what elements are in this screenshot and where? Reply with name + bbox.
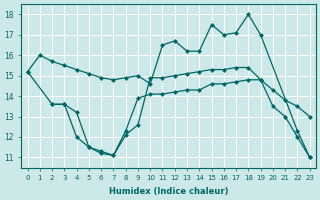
X-axis label: Humidex (Indice chaleur): Humidex (Indice chaleur) (109, 187, 228, 196)
